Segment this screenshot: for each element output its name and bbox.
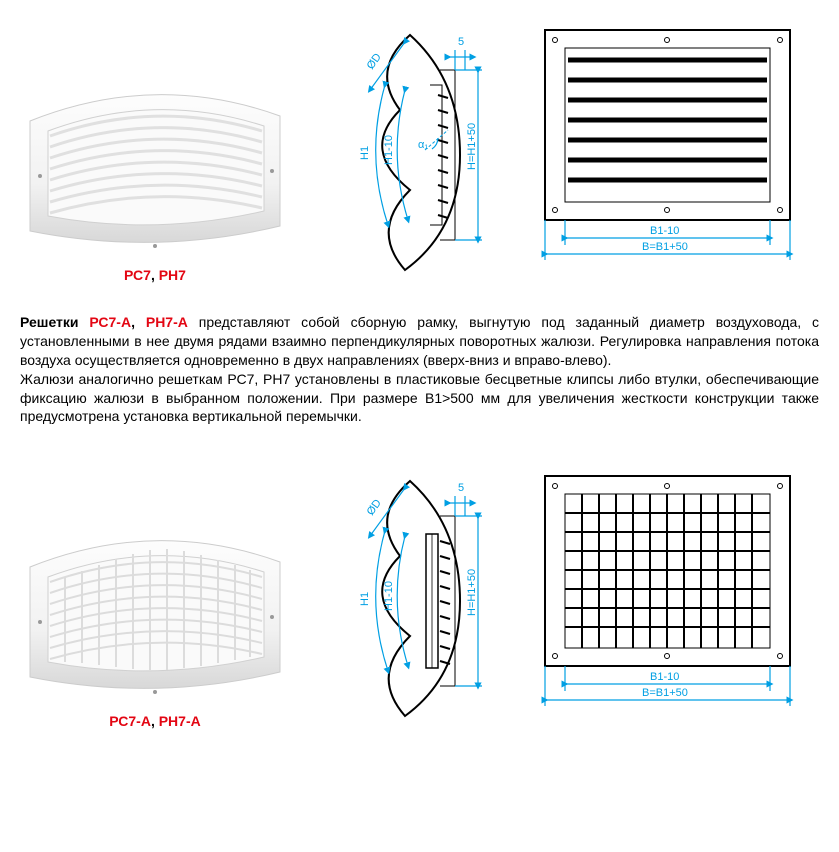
dim-thickness: 5 bbox=[458, 36, 464, 48]
dim-angle: α₁ bbox=[418, 139, 428, 151]
model-label: РС7 bbox=[124, 267, 151, 283]
model-label: РН7-А bbox=[159, 713, 201, 729]
para-model1: РС7-А bbox=[89, 314, 131, 330]
figure-row-2: РС7-А, РН7-А bbox=[20, 466, 819, 729]
para-body2: Жалюзи аналогично решеткам РС7, РН7 уста… bbox=[20, 371, 819, 425]
para-lead: Решетки bbox=[20, 314, 89, 330]
model-label: РС7-А bbox=[109, 713, 151, 729]
caption-2: РС7-А, РН7-А bbox=[20, 713, 290, 729]
dim-b1-10: B1-10 bbox=[650, 225, 679, 237]
model-label: РН7 bbox=[159, 267, 186, 283]
front-diagram-2: B1-10 B=B1+50 bbox=[530, 466, 810, 729]
profile-diagram-2: ØD 5 H1 H1-10 H=H1+50 bbox=[310, 476, 510, 729]
profile-diagram-1: α₁ ØD 5 H1 H1-10 H=H1+50 bbox=[310, 30, 510, 283]
description-paragraph: Решетки РС7-А, РН7-А представляют собой … bbox=[20, 313, 819, 426]
dim-b-b1-50: B=B1+50 bbox=[642, 241, 688, 253]
product-photo-rc7a bbox=[20, 507, 290, 707]
dim-h-h1-50: H=H1+50 bbox=[466, 123, 478, 170]
dim-h1-10: H1-10 bbox=[383, 135, 395, 165]
caption-sep: , bbox=[151, 713, 159, 729]
dim-h1: H1 bbox=[359, 146, 371, 160]
dim-h1-10: H1-10 bbox=[383, 581, 395, 611]
caption-sep: , bbox=[151, 267, 159, 283]
front-diagram-1: B1-10 B=B1+50 bbox=[530, 20, 810, 283]
dim-h-h1-50: H=H1+50 bbox=[466, 569, 478, 616]
caption-1: РС7, РН7 bbox=[20, 267, 290, 283]
para-sep: , bbox=[131, 314, 146, 330]
dim-diameter: ØD bbox=[365, 498, 384, 518]
dim-b-b1-50: B=B1+50 bbox=[642, 687, 688, 699]
para-model2: РН7-А bbox=[146, 314, 188, 330]
dim-b1-10: B1-10 bbox=[650, 671, 679, 683]
product-photo-column: РС7, РН7 bbox=[20, 61, 290, 283]
product-photo-column: РС7-А, РН7-А bbox=[20, 507, 290, 729]
product-photo-rc7 bbox=[20, 61, 290, 261]
dim-thickness: 5 bbox=[458, 482, 464, 494]
figure-row-1: РС7, РН7 bbox=[20, 20, 819, 283]
dim-diameter: ØD bbox=[365, 51, 384, 71]
dim-h1: H1 bbox=[359, 592, 371, 606]
